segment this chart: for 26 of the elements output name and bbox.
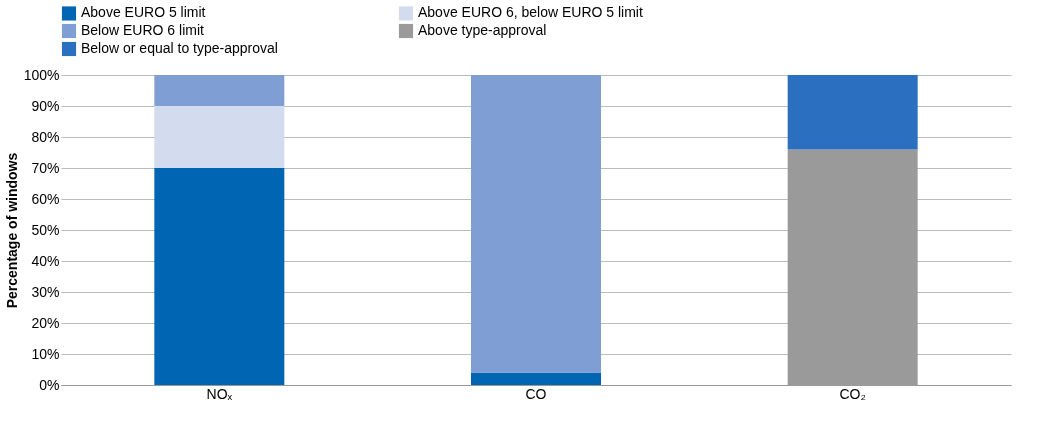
y-tick-label: 50% bbox=[31, 221, 60, 238]
bar bbox=[154, 168, 285, 385]
x-tick-label: NOₓ bbox=[206, 385, 233, 402]
y-axis-title: Percentage of windows bbox=[3, 152, 20, 309]
legend-label: Above type-approval bbox=[418, 22, 547, 38]
legend-label: Above EURO 6, below EURO 5 limit bbox=[418, 4, 643, 21]
bar bbox=[154, 75, 285, 106]
legend-label: Below or equal to type-approval bbox=[81, 40, 278, 56]
y-tick-label: 90% bbox=[31, 97, 60, 114]
bar bbox=[787, 75, 918, 150]
y-tick-label: 30% bbox=[31, 283, 60, 300]
y-tick-label: 0% bbox=[39, 376, 60, 393]
y-tick-label: 10% bbox=[31, 345, 60, 362]
y-tick-label: 40% bbox=[31, 252, 60, 269]
bar bbox=[154, 106, 285, 168]
y-tick-label: 70% bbox=[31, 159, 60, 176]
y-tick-label: 60% bbox=[31, 190, 60, 207]
y-tick-label: 20% bbox=[31, 314, 60, 331]
y-tick-label: 100% bbox=[23, 66, 60, 83]
y-tick-label: 80% bbox=[31, 128, 60, 145]
legend-label: Below EURO 6 limit bbox=[81, 22, 205, 38]
bar bbox=[471, 75, 601, 373]
x-tick-label: CO₂ bbox=[839, 385, 866, 402]
x-tick-label: CO bbox=[525, 385, 547, 402]
bar bbox=[471, 372, 601, 385]
legend-label: Above EURO 5 limit bbox=[81, 4, 206, 21]
